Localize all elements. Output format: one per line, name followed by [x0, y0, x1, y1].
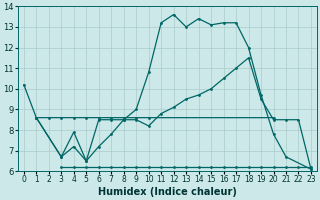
X-axis label: Humidex (Indice chaleur): Humidex (Indice chaleur) [98, 187, 237, 197]
